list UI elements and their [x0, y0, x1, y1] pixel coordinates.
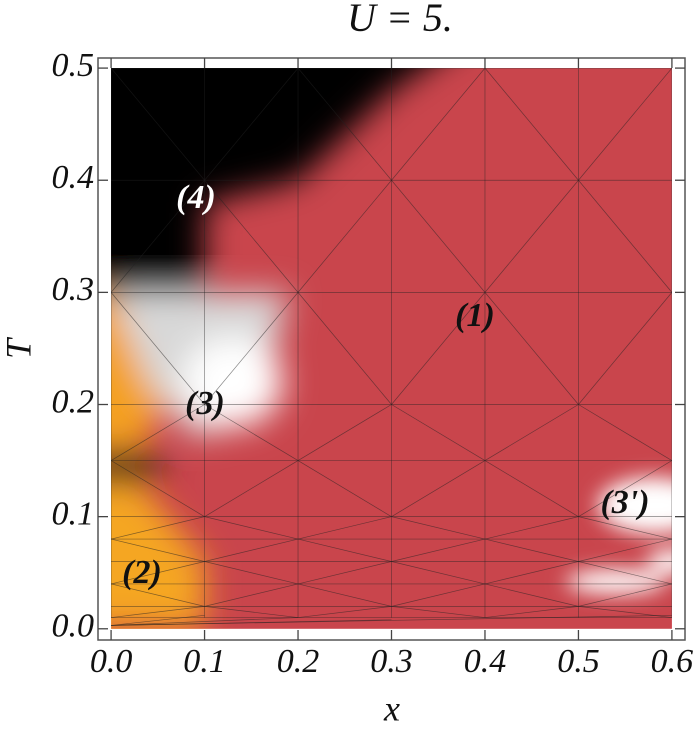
x-tick-label: 0.6	[651, 643, 694, 680]
mesh-line	[578, 68, 672, 181]
mesh-line	[391, 460, 486, 517]
mesh-line	[111, 180, 205, 293]
x-tick-label: 0.2	[277, 643, 320, 680]
mesh-line	[297, 292, 392, 405]
mesh-line	[111, 538, 205, 562]
mesh-line	[111, 292, 205, 405]
mesh-line	[204, 460, 299, 517]
mesh-line	[578, 404, 672, 461]
mesh-line	[484, 68, 579, 181]
mesh-line	[391, 561, 486, 585]
mesh-line	[111, 561, 205, 585]
y-tick-label: 0.0	[52, 608, 95, 645]
phase-annotation: (4)	[176, 179, 216, 216]
phase-region	[598, 477, 672, 534]
mesh-line	[111, 614, 205, 626]
mesh-line	[111, 404, 205, 461]
mesh-line	[204, 516, 299, 540]
mesh-line	[484, 606, 579, 618]
mesh-line	[204, 583, 299, 607]
mesh-line	[297, 180, 392, 293]
y-axis-label: T	[0, 336, 38, 359]
mesh-line	[578, 180, 672, 293]
x-tick-label: 0.5	[557, 643, 600, 680]
mesh-line	[391, 606, 486, 618]
mesh-line	[484, 292, 579, 405]
y-tick-label: 0.3	[52, 271, 95, 308]
mesh-line	[111, 583, 205, 607]
mesh-line	[297, 583, 392, 607]
mesh-line	[297, 404, 392, 461]
y-tick-label: 0.4	[52, 159, 95, 196]
mesh-line	[391, 292, 486, 405]
mesh	[111, 68, 672, 626]
mesh-line	[578, 292, 672, 405]
phase-annotation: (1)	[455, 297, 495, 334]
chart-title: U = 5.	[347, 0, 453, 40]
mesh-line	[204, 538, 299, 562]
mesh-line	[297, 538, 392, 562]
mesh-line	[391, 180, 486, 293]
mesh-line	[391, 68, 486, 181]
mesh-line	[391, 538, 486, 562]
mesh-line	[391, 516, 486, 540]
mesh-line	[204, 68, 299, 181]
phase-region	[111, 450, 166, 483]
phase-blend	[565, 477, 672, 594]
mesh-line	[111, 516, 205, 540]
phase-region	[111, 483, 205, 629]
mesh-line	[578, 583, 672, 607]
mesh-line	[578, 516, 672, 540]
mesh-line	[204, 292, 299, 405]
mesh-line	[111, 460, 205, 517]
mesh-line	[484, 404, 579, 461]
mesh-line	[111, 617, 299, 626]
mesh-line	[484, 538, 579, 562]
mesh-line	[204, 180, 299, 293]
density-field	[111, 68, 672, 629]
mesh-line	[297, 561, 392, 585]
ticks	[98, 58, 685, 640]
mesh-line	[204, 606, 299, 618]
y-tick-label: 0.1	[52, 495, 95, 532]
mesh-line	[204, 561, 299, 585]
phase-annotation: (2)	[122, 554, 162, 591]
mesh-line	[297, 516, 392, 540]
mesh-line	[484, 561, 579, 585]
x-tick-label: 0.4	[464, 643, 507, 680]
mesh-line	[484, 516, 579, 540]
mesh-line	[111, 68, 205, 181]
phase-annotation: (3)	[185, 385, 225, 422]
y-tick-label: 0.5	[52, 47, 95, 84]
mesh-line	[391, 583, 486, 607]
y-tick-label: 0.2	[52, 383, 95, 420]
mesh-line	[578, 460, 672, 517]
x-axis-label: x	[383, 688, 400, 728]
mesh-line	[391, 404, 486, 461]
phase-region	[111, 292, 168, 450]
mesh-line	[111, 614, 672, 626]
mesh-line	[204, 404, 299, 461]
mesh-line	[484, 583, 579, 607]
mesh-line	[578, 538, 672, 562]
phase-annotation: (3')	[600, 484, 649, 521]
mesh-line	[297, 606, 392, 618]
x-tick-label: 0.3	[370, 643, 413, 680]
mesh-line	[484, 460, 579, 517]
x-tick-label: 0.0	[90, 643, 133, 680]
mesh-line	[578, 561, 672, 585]
mesh-line	[297, 68, 392, 181]
mesh-line	[484, 180, 579, 293]
mesh-line	[111, 606, 205, 618]
mesh-line	[297, 460, 392, 517]
phase-region	[565, 569, 666, 594]
x-tick-label: 0.1	[183, 643, 226, 680]
